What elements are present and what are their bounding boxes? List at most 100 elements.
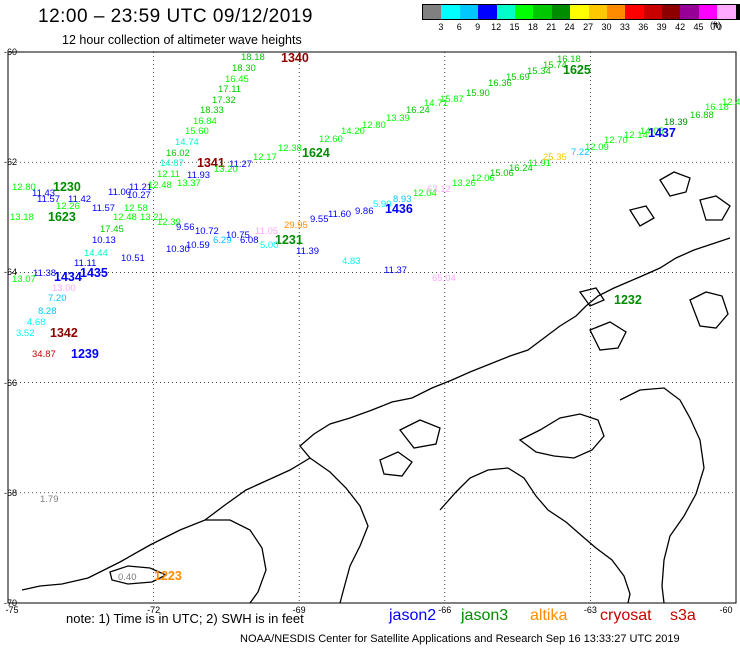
wave-height-label: 18.30	[232, 63, 256, 74]
map-subtitle: 12 hour collection of altimeter wave hei…	[62, 33, 302, 47]
wave-height-label: 12.14	[624, 130, 648, 141]
latitude-label: -62	[4, 157, 18, 168]
legend-swatches	[422, 4, 740, 20]
wave-height-label: 8.93	[393, 194, 412, 205]
pass-time-label: 1625	[563, 63, 591, 77]
longitude-label: -72	[147, 605, 161, 615]
wave-height-label: 12.38	[278, 143, 302, 154]
pass-time-label: 1435	[80, 266, 108, 280]
wave-height-label: 15.34	[527, 66, 551, 77]
wave-height-label: 10.30	[166, 244, 190, 255]
wave-height-label: 14.44	[84, 248, 108, 259]
wave-height-label: 16.24	[406, 105, 430, 116]
wave-height-label: 16.88	[690, 110, 714, 121]
pass-time-label: 1436	[385, 202, 413, 216]
legend-swatch	[478, 5, 497, 19]
legend-swatch	[606, 5, 626, 19]
legend-tick: 3	[438, 22, 444, 32]
legend-tick: 21	[546, 22, 557, 32]
legend-tick: 30	[601, 22, 612, 32]
legend-tick: 15	[509, 22, 520, 32]
legend-swatch	[680, 5, 699, 19]
wave-height-label: 0.40	[118, 572, 137, 583]
wave-height-label: 17.32	[212, 95, 236, 106]
wave-height-label: 12.58	[124, 203, 148, 214]
pass-time-label: 1341	[197, 156, 225, 170]
wave-height-label: 12.06	[471, 173, 495, 184]
legend-swatch	[717, 5, 736, 19]
wave-height-label: 11.00	[108, 187, 131, 198]
legend-tick: 33	[619, 22, 630, 32]
wave-height-label: 10.75	[226, 230, 250, 241]
satellite-cryosat: cryosat	[600, 607, 652, 624]
legend-tick: 6	[456, 22, 462, 32]
wave-height-label: 4.83	[342, 256, 361, 267]
latitude-label: -64	[4, 267, 18, 278]
wave-height-label: 14.71	[424, 98, 448, 109]
legend-swatch	[514, 5, 534, 19]
pass-time-label: 1232	[614, 293, 642, 307]
footer-note: note: 1) Time is in UTC; 2) SWH is in fe…	[66, 611, 304, 626]
pass-time-label: 1623	[48, 210, 76, 224]
wave-height-label: 13.20	[214, 164, 238, 175]
latitude-label: -68	[4, 487, 18, 498]
wave-height-label: 11.93	[187, 170, 210, 181]
legend-tick: 45	[693, 22, 704, 32]
wave-height-label: 8.28	[38, 306, 57, 317]
legend-ticks: 3 6 9 12 15 18 21 24 27 30 33 36 39 42 45 70	[422, 20, 740, 34]
wave-height-label: 12.48	[148, 180, 172, 191]
wave-height-label: 11.42	[68, 194, 91, 205]
wave-height-label: 12.39	[157, 217, 181, 228]
color-legend: 3 6 9 12 15 18 21 24 27 30 33 36 39 42 45 70	[422, 4, 740, 34]
wave-height-label: 16.24	[509, 163, 533, 174]
wave-height-label: 11.60	[328, 209, 351, 220]
pass-time-label: 1624	[302, 146, 330, 160]
wave-height-label: 12.70	[604, 135, 628, 146]
wave-height-label: 12.80	[362, 120, 386, 131]
wave-height-label: 18.18	[241, 52, 265, 63]
wave-height-label: 16.84	[193, 116, 217, 127]
wave-height-label: 11.38	[33, 268, 56, 279]
wave-height-label: 15.69	[506, 72, 530, 83]
wave-height-label: 16.18	[705, 102, 729, 113]
legend-swatch	[643, 5, 663, 19]
wave-height-label: 5.00	[260, 240, 279, 251]
latitude-label: -70	[4, 598, 18, 608]
legend-tick: 39	[656, 22, 667, 32]
wave-height-label: 12.4	[722, 97, 740, 108]
wave-height-label: 4.68	[27, 317, 46, 328]
wave-height-label: 16.45	[225, 74, 249, 85]
wave-height-label: 11.11	[74, 258, 96, 269]
legend-swatch	[570, 5, 589, 19]
pass-time-label: 1340	[281, 51, 309, 65]
wave-height-label: 13.07	[12, 274, 36, 285]
legend-tick: 24	[564, 22, 575, 32]
longitude-label: -63	[583, 605, 597, 615]
wave-height-label: 12.60	[319, 134, 343, 145]
legend-tick: 9	[475, 22, 481, 32]
legend-swatch	[459, 5, 479, 19]
wave-height-label: 13.37	[177, 178, 201, 189]
longitude-label: -66	[438, 605, 452, 615]
graticule	[8, 52, 736, 603]
wave-height-label: 9.55	[310, 214, 329, 225]
wave-height-label: 29.95	[284, 220, 308, 231]
legend-swatch	[496, 5, 515, 19]
wave-height-label: 15.60	[185, 126, 209, 137]
wave-height-label: 16.36	[488, 78, 512, 89]
wave-height-label: 10.13	[92, 235, 116, 246]
satellite-s3a: s3a	[670, 607, 696, 624]
map-title: 12:00 – 23:59 UTC 09/12/2019	[38, 6, 313, 27]
wave-height-label: 12.17	[253, 152, 277, 163]
wave-height-label: 34.87	[32, 349, 56, 360]
wave-height-label: 17.45	[100, 224, 124, 235]
wave-height-label: 18.39	[664, 117, 688, 128]
legend-tick: 36	[638, 22, 649, 32]
wave-height-label: 12.11	[157, 169, 180, 180]
longitude-label: -75	[5, 605, 19, 615]
wave-height-label: 11.43	[32, 188, 55, 199]
legend-swatch	[423, 5, 442, 19]
wave-height-label: 18.33	[200, 105, 224, 116]
legend-tick: 12	[491, 22, 502, 32]
